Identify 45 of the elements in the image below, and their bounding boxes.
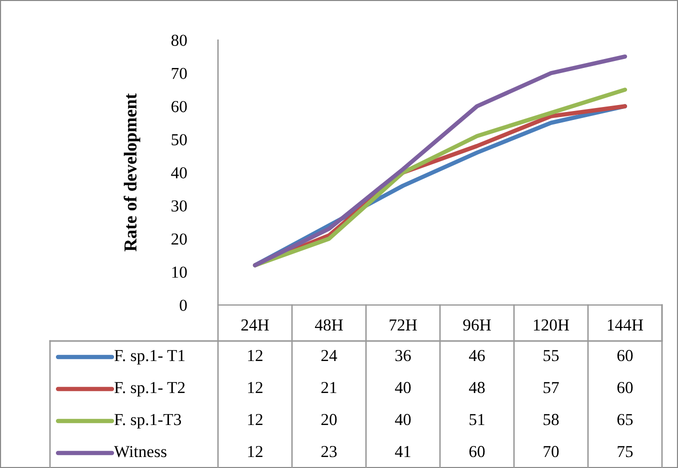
y-tick-label: 0: [180, 300, 187, 311]
y-tick-label: 50: [172, 134, 187, 146]
y-tick-label: 60: [171, 100, 187, 112]
x-tick-label: 144H: [608, 319, 644, 330]
data-label: 12: [248, 414, 262, 426]
data-label: 21: [321, 382, 336, 394]
data-label: 12: [248, 446, 262, 458]
data-label: 12: [248, 350, 262, 362]
data-label: 48: [468, 382, 485, 394]
data-label: 55: [544, 350, 559, 362]
x-tick-label: 48H: [314, 319, 343, 331]
data-label: 57: [544, 382, 559, 394]
data-label: 60: [617, 350, 633, 362]
y-axis-title: Rate of development: [124, 93, 140, 252]
legend-label: F. sp.1- T2: [114, 382, 185, 397]
data-label: 46: [468, 350, 485, 362]
x-tick-label: 120H: [534, 319, 570, 331]
data-label: 75: [618, 446, 633, 458]
line-series: [252, 54, 628, 268]
data-label: 36: [395, 350, 411, 362]
y-tick-label: 10: [172, 266, 187, 278]
data-label: 12: [248, 382, 262, 394]
legend-label: F. sp.1-T3: [114, 414, 181, 429]
x-tick-label: 72H: [390, 319, 417, 330]
data-label: 24: [321, 350, 338, 362]
data-label: 60: [469, 446, 485, 458]
data-label: 23: [321, 446, 337, 458]
data-label: 40: [394, 414, 411, 426]
data-label: 41: [394, 446, 410, 458]
legend-label: F. sp.1- T1: [114, 350, 185, 365]
x-tick-label: 24H: [241, 319, 269, 330]
data-label: 40: [394, 382, 411, 394]
y-tick-label: 80: [171, 34, 187, 46]
data-label: 51: [470, 414, 484, 426]
data-label: 65: [617, 414, 633, 426]
y-tick-label: 20: [172, 233, 187, 245]
data-label: 20: [321, 414, 337, 426]
data-label: 70: [544, 446, 559, 458]
data-label: 58: [544, 414, 559, 426]
legend-label: Witness: [114, 446, 166, 458]
y-tick-label: 40: [171, 167, 187, 178]
x-tick-label: 96H: [463, 319, 491, 331]
data-label: 60: [617, 382, 633, 394]
y-tick-label: 30: [172, 200, 187, 212]
y-tick-label: 70: [172, 68, 187, 80]
